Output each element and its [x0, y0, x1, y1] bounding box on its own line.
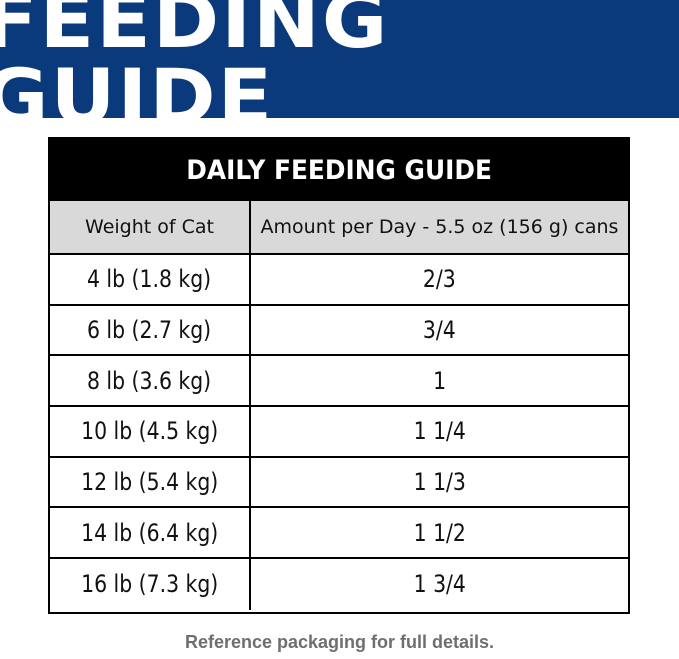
table-row: 6 lb (2.7 kg) 3/4: [50, 305, 628, 357]
table-row: 16 lb (7.3 kg) 1 3/4: [50, 559, 628, 610]
footnote: Reference packaging for full details.: [184, 632, 495, 652]
amount-cell: 1 1/4: [413, 417, 466, 446]
table-row: 10 lb (4.5 kg) 1 1/4: [50, 407, 628, 458]
table-row: 8 lb (3.6 kg) 1: [50, 356, 628, 408]
amount-cell: 1: [433, 366, 446, 395]
weight-cell: 12 lb (5.4 kg): [50, 457, 251, 507]
weight-cell: 8 lb (3.6 kg): [50, 356, 251, 406]
weight-cell: 4 lb (1.8 kg): [50, 255, 251, 304]
column-header-amount: Amount per Day - 5.5 oz (156 g) cans: [260, 216, 619, 238]
table-header: DAILY FEEDING GUIDE: [50, 139, 628, 201]
table-row: 14 lb (6.4 kg) 1 1/2: [50, 508, 628, 560]
column-header-row: Weight of Cat Amount per Day - 5.5 oz (1…: [50, 201, 628, 255]
table-row: 4 lb (1.8 kg) 2/3: [50, 255, 628, 306]
column-header-weight: Weight of Cat: [50, 201, 251, 253]
weight-cell: 14 lb (6.4 kg): [50, 508, 251, 558]
amount-cell: 1 1/2: [413, 518, 466, 547]
amount-cell: 2/3: [423, 265, 456, 294]
feeding-table: DAILY FEEDING GUIDE Weight of Cat Amount…: [48, 137, 630, 614]
weight-cell: 10 lb (4.5 kg): [50, 407, 251, 456]
amount-cell: 1 3/4: [413, 570, 466, 599]
table-row: 12 lb (5.4 kg) 1 1/3: [50, 457, 628, 509]
banner: FEEDING GUIDE: [0, 0, 679, 135]
amount-cell: 1 1/3: [413, 468, 466, 497]
amount-cell: 3/4: [423, 316, 456, 345]
banner-title: FEEDING GUIDE: [0, 0, 390, 141]
table-title: DAILY FEEDING GUIDE: [186, 154, 492, 186]
weight-cell: 6 lb (2.7 kg): [50, 305, 251, 355]
weight-cell: 16 lb (7.3 kg): [50, 559, 251, 610]
